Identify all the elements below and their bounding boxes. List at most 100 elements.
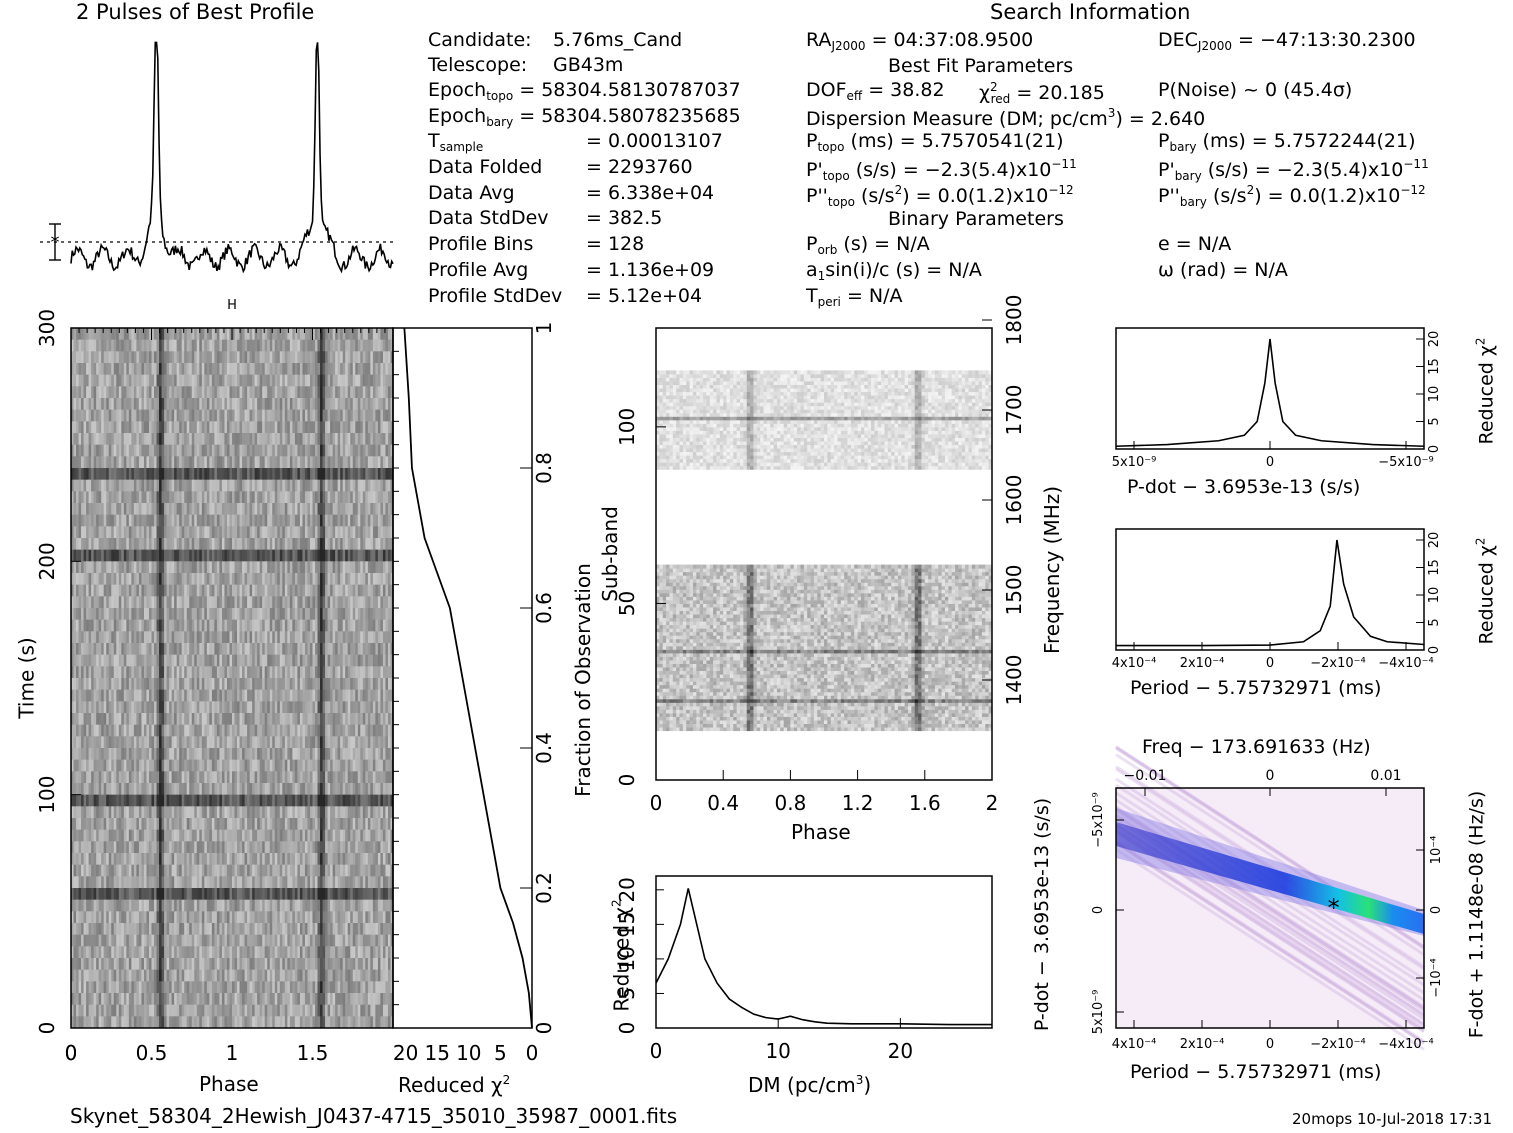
time-phase-cell — [257, 433, 261, 446]
time-phase-cell — [199, 339, 203, 352]
time-phase-cell — [133, 421, 137, 434]
time-phase-cell — [181, 363, 185, 376]
time-phase-cell — [377, 409, 381, 422]
time-phase-cell — [309, 409, 313, 422]
time-phase-cell — [101, 433, 105, 446]
time-phase-cell — [277, 328, 281, 341]
time-phase-cell — [252, 374, 256, 387]
time-phase-cell — [156, 433, 160, 446]
time-phase-cell — [154, 409, 158, 422]
time-phase-cell — [387, 433, 391, 446]
time-phase-cell — [315, 409, 319, 422]
time-phase-cell — [317, 374, 321, 387]
time-phase-cell — [156, 409, 160, 422]
time-phase-cell — [367, 398, 371, 411]
time-phase-cell — [365, 351, 369, 364]
time-phase-cell — [148, 339, 152, 352]
time-phase-cell — [136, 433, 140, 446]
time-phase-cell — [312, 339, 316, 352]
time-phase-cell — [96, 386, 100, 399]
time-phase-cell — [277, 433, 281, 446]
time-phase-cell — [206, 444, 210, 457]
time-phase-cell — [309, 398, 313, 411]
time-phase-cell — [332, 409, 336, 422]
time-phase-cell — [367, 363, 371, 376]
time-phase-cell — [337, 328, 341, 341]
time-phase-cell — [297, 339, 301, 352]
time-phase-cell — [209, 351, 213, 364]
time-phase-cell — [385, 409, 389, 422]
time-phase-cell — [128, 363, 132, 376]
time-phase-cell — [219, 433, 223, 446]
time-phase-cell — [365, 363, 369, 376]
time-phase-cell — [224, 398, 228, 411]
time-phase-cell — [370, 339, 374, 352]
time-phase-cell — [91, 339, 95, 352]
time-phase-cell — [239, 409, 243, 422]
time-phase-cell — [166, 351, 170, 364]
time-phase-cell — [166, 339, 170, 352]
time-phase-cell — [91, 398, 95, 411]
time-phase-cell — [355, 363, 359, 376]
time-phase-cell — [304, 386, 308, 399]
time-phase-cell — [249, 351, 253, 364]
time-phase-cell — [164, 398, 168, 411]
time-phase-cell — [78, 339, 82, 352]
time-phase-cell — [219, 386, 223, 399]
time-phase-cell — [151, 339, 155, 352]
time-phase-cell — [103, 386, 107, 399]
time-phase-cell — [181, 386, 185, 399]
time-phase-cell — [88, 421, 92, 434]
time-phase-cell — [141, 328, 145, 341]
time-phase-cell — [108, 328, 112, 341]
time-phase-cell — [272, 433, 276, 446]
time-phase-cell — [214, 433, 218, 446]
time-phase-cell — [320, 351, 324, 364]
time-phase-cell — [176, 421, 180, 434]
time-phase-cell — [209, 363, 213, 376]
time-phase-cell — [375, 421, 379, 434]
time-phase-cell — [91, 444, 95, 457]
time-phase-cell — [264, 444, 268, 457]
time-phase-cell — [279, 433, 283, 446]
time-phase-cell — [176, 433, 180, 446]
time-phase-cell — [71, 398, 75, 411]
time-phase-cell — [302, 421, 306, 434]
time-phase-cell — [307, 433, 311, 446]
time-phase-cell — [264, 339, 268, 352]
time-phase-cell — [375, 363, 379, 376]
time-phase-cell — [277, 386, 281, 399]
time-phase-cell — [108, 398, 112, 411]
time-phase-cell — [176, 351, 180, 364]
time-phase-cell — [345, 339, 349, 352]
time-phase-cell — [249, 421, 253, 434]
time-phase-cell — [287, 351, 291, 364]
time-phase-cell — [83, 328, 87, 341]
time-phase-cell — [244, 386, 248, 399]
time-phase-cell — [191, 339, 195, 352]
time-phase-cell — [73, 328, 77, 341]
time-phase-cell — [73, 363, 77, 376]
time-phase-cell — [320, 398, 324, 411]
time-phase-cell — [244, 363, 248, 376]
time-phase-cell — [93, 351, 97, 364]
time-phase-cell — [81, 374, 85, 387]
time-phase-cell — [126, 374, 130, 387]
time-phase-cell — [166, 386, 170, 399]
time-phase-cell — [154, 339, 158, 352]
time-phase-cell — [337, 433, 341, 446]
time-phase-cell — [335, 328, 339, 341]
time-phase-cell — [304, 363, 308, 376]
time-phase-cell — [347, 363, 351, 376]
time-phase-cell — [335, 421, 339, 434]
time-phase-cell — [221, 328, 225, 341]
time-phase-cell — [259, 351, 263, 364]
time-phase-cell — [181, 398, 185, 411]
time-phase-cell — [156, 351, 160, 364]
time-phase-cell — [189, 363, 193, 376]
time-phase-cell — [174, 398, 178, 411]
time-phase-cell — [226, 433, 230, 446]
time-phase-cell — [327, 386, 331, 399]
time-phase-cell — [133, 386, 137, 399]
time-phase-cell — [342, 363, 346, 376]
